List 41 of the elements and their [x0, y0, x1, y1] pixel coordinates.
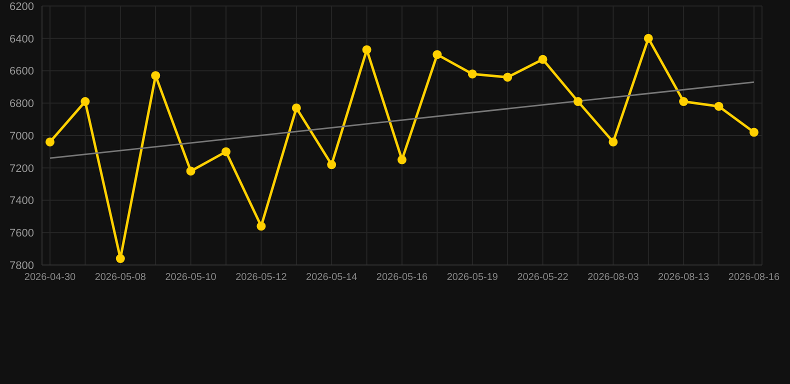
point	[256, 222, 266, 231]
point	[679, 97, 688, 106]
point	[608, 137, 618, 146]
y-tick-label: 6400	[10, 33, 34, 46]
point	[574, 97, 582, 106]
point	[327, 160, 336, 170]
y-tick-label: 7800	[10, 260, 34, 272]
x-tick-label: 2026-08-16	[728, 272, 780, 284]
point	[80, 97, 90, 106]
y-tick-label: 7400	[10, 195, 34, 208]
point	[46, 137, 54, 146]
x-tick-label: 2026-04-30	[24, 272, 76, 284]
x-tick-label: 2026-05-22	[517, 272, 569, 284]
x-tick-label: 2026-05-14	[306, 272, 358, 284]
x-tick-label: 2026-05-12	[236, 272, 288, 284]
y-tick-label: 6800	[10, 98, 34, 110]
point	[398, 155, 406, 164]
point	[116, 254, 125, 264]
y-tick-label: 6200	[10, 0, 34, 13]
x-tick-label: 2026-05-19	[446, 272, 498, 284]
x-tick-label: 2026-05-16	[376, 272, 428, 284]
y-tick-label: 7200	[10, 162, 34, 175]
point	[151, 71, 160, 80]
point	[292, 103, 301, 112]
x-tick-label: 2026-05-10	[165, 272, 217, 284]
point	[714, 102, 724, 111]
point	[750, 128, 758, 137]
point	[503, 72, 512, 82]
x-tick-label: 2026-08-03	[588, 272, 640, 284]
x-tick-label: 2026-05-08	[94, 272, 146, 284]
point	[362, 45, 372, 54]
x-tick-label: 2026-08-13	[658, 272, 710, 284]
y-tick-label: 7600	[10, 228, 34, 240]
point	[468, 69, 477, 78]
point	[432, 50, 442, 60]
point	[186, 166, 196, 176]
point	[538, 54, 548, 64]
point	[644, 34, 653, 43]
y-tick-label: 7000	[10, 130, 34, 142]
point	[222, 147, 230, 156]
y-tick-label: 6600	[10, 66, 34, 78]
